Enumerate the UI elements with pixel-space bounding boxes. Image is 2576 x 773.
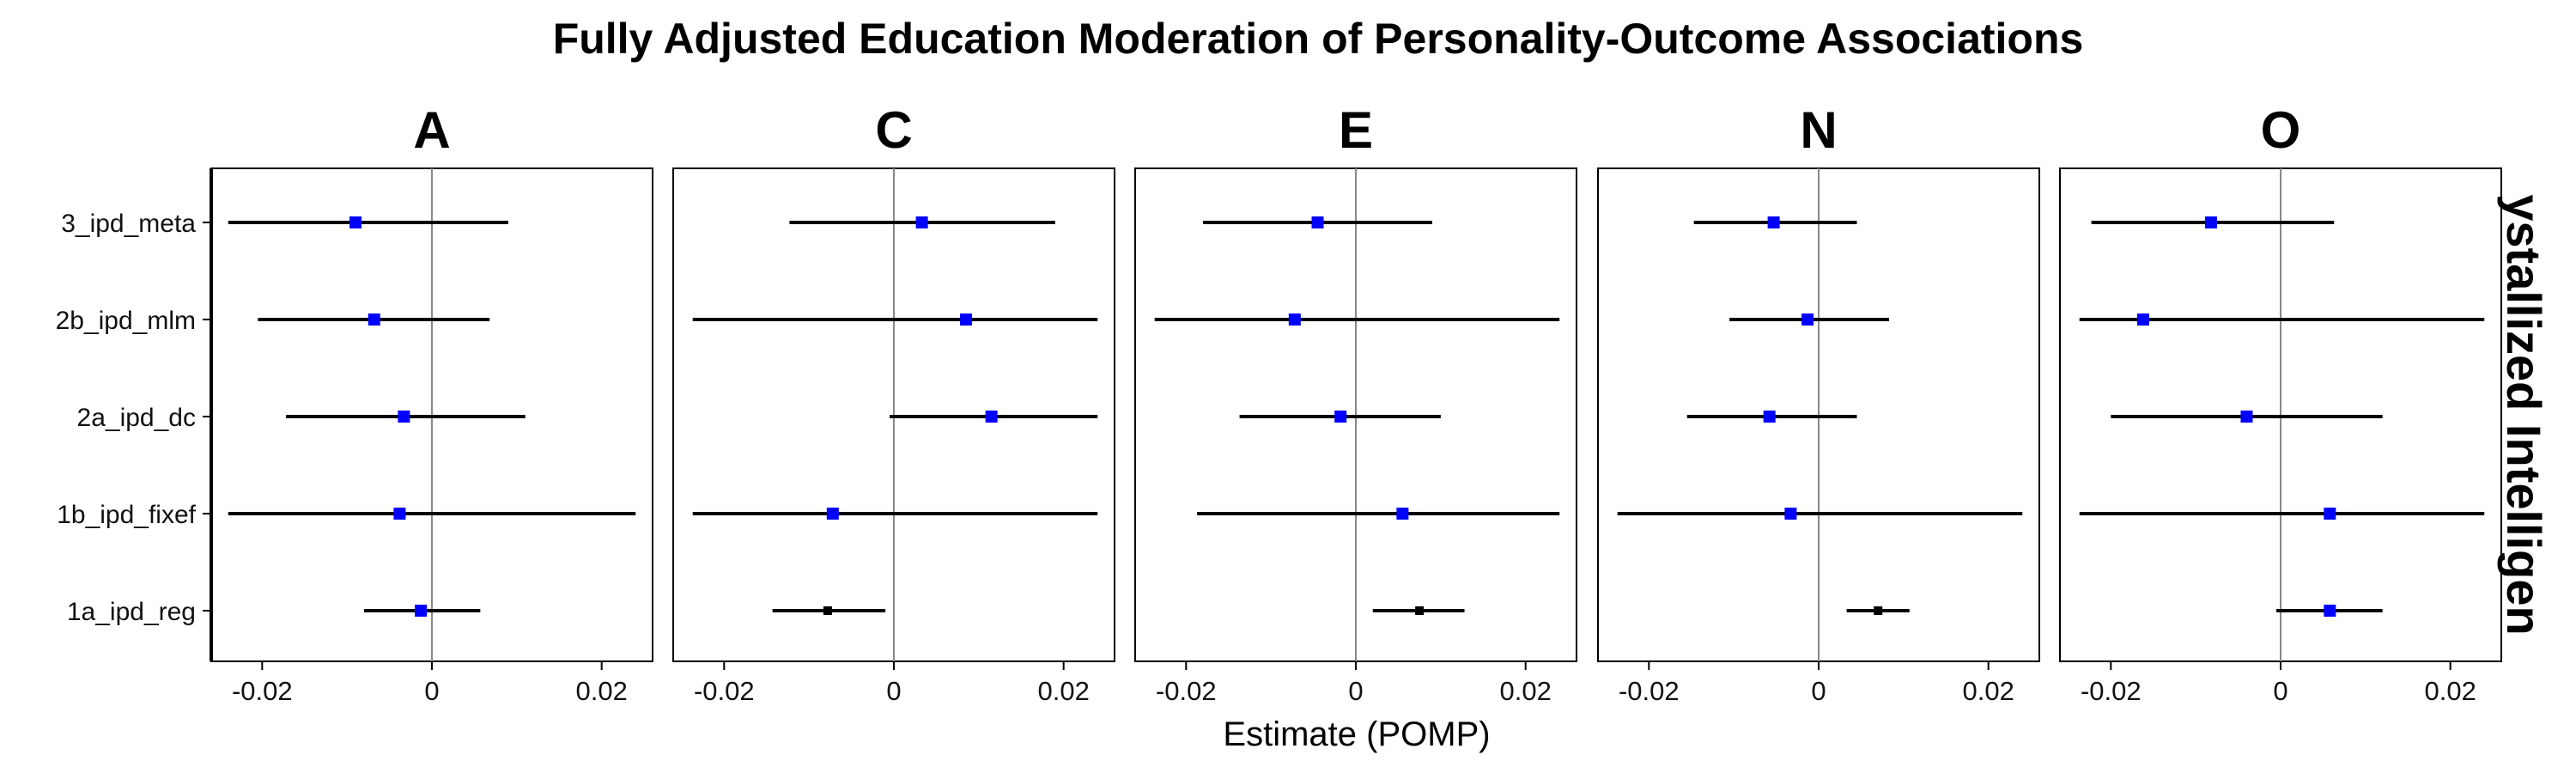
y-tick-label: 2b_ipd_mlm: [56, 307, 196, 335]
estimate-point: [349, 216, 362, 228]
x-tick-label: 0.02: [1038, 676, 1090, 706]
estimate-point: [915, 216, 928, 228]
estimate-point: [1784, 508, 1797, 520]
estimate-point: [368, 313, 380, 326]
panel-E: E -0.02 0 0.02: [1134, 101, 1577, 706]
estimate-point: [2136, 313, 2149, 326]
x-tick-label: 0: [424, 676, 439, 706]
x-tick-label: -0.02: [1619, 676, 1680, 706]
x-tick-label: 0: [1348, 676, 1363, 706]
x-tick-label: 0: [2273, 676, 2287, 706]
x-tick-label: 0: [1811, 676, 1826, 706]
estimate-point: [1874, 606, 1883, 615]
estimate-point: [1311, 216, 1324, 228]
chart-title: Fully Adjusted Education Moderation of P…: [553, 15, 2084, 63]
facet-strip-label: O: [2261, 101, 2301, 159]
estimate-point: [2204, 216, 2217, 228]
x-tick-label: 0.02: [1963, 676, 2014, 706]
x-tick-label: 0.02: [576, 676, 628, 706]
panel-O: O -0.02 0 0.02: [2059, 101, 2502, 706]
estimate-point: [960, 313, 973, 326]
x-tick-label: -0.02: [2081, 676, 2142, 706]
estimate-point: [1763, 411, 1776, 423]
panel-N: N -0.02 0 0.02: [1597, 101, 2040, 706]
x-tick-label: 0: [886, 676, 901, 706]
facet-strip-label: C: [875, 101, 912, 159]
estimate-point: [1801, 313, 1814, 326]
x-tick-label: -0.02: [232, 676, 293, 706]
y-tick-label: 1b_ipd_fixef: [57, 501, 196, 529]
estimate-point: [826, 508, 839, 520]
x-tick-label: -0.02: [1156, 676, 1217, 706]
estimate-point: [2324, 605, 2336, 617]
y-tick-label: 1a_ipd_reg: [67, 598, 196, 626]
estimate-point: [1415, 606, 1425, 615]
estimate-point: [2324, 508, 2336, 520]
estimate-point: [2240, 411, 2253, 423]
estimate-point: [1767, 216, 1780, 228]
x-axis-label: Estimate (POMP): [1223, 715, 1490, 753]
estimate-point: [1288, 313, 1301, 326]
y-tick-label: 2a_ipd_dc: [77, 404, 196, 432]
panel-C: C -0.02 0 0.02: [672, 101, 1115, 706]
y-tick-label: 3_ipd_meta: [61, 210, 196, 238]
estimate-point: [985, 411, 998, 423]
facet-strip-label: E: [1339, 101, 1373, 159]
estimate-point: [398, 411, 410, 423]
x-tick-label: -0.02: [694, 676, 755, 706]
facet-strip-label: N: [1800, 101, 1837, 159]
x-tick-label: 0.02: [2425, 676, 2476, 706]
y-axis: 3_ipd_meta 2b_ipd_mlm 2a_ipd_dc 1b_ipd_fixe…: [56, 168, 213, 661]
facet-panels: A -0.02 0 0.02 C -0.02 0 0.02 E -0.02 0 0.02 N -0.02 0…: [210, 101, 2502, 706]
estimate-point: [1396, 508, 1409, 520]
estimate-point: [393, 508, 406, 520]
estimate-point: [1334, 411, 1347, 423]
facet-strip-label: A: [413, 101, 450, 159]
x-tick-label: 0.02: [1500, 676, 1552, 706]
estimate-point: [823, 606, 832, 615]
estimate-point: [415, 605, 428, 617]
panel-A: A -0.02 0 0.02: [210, 101, 653, 706]
facet-row-strip-label: ystallized Intelligen: [2497, 194, 2551, 635]
